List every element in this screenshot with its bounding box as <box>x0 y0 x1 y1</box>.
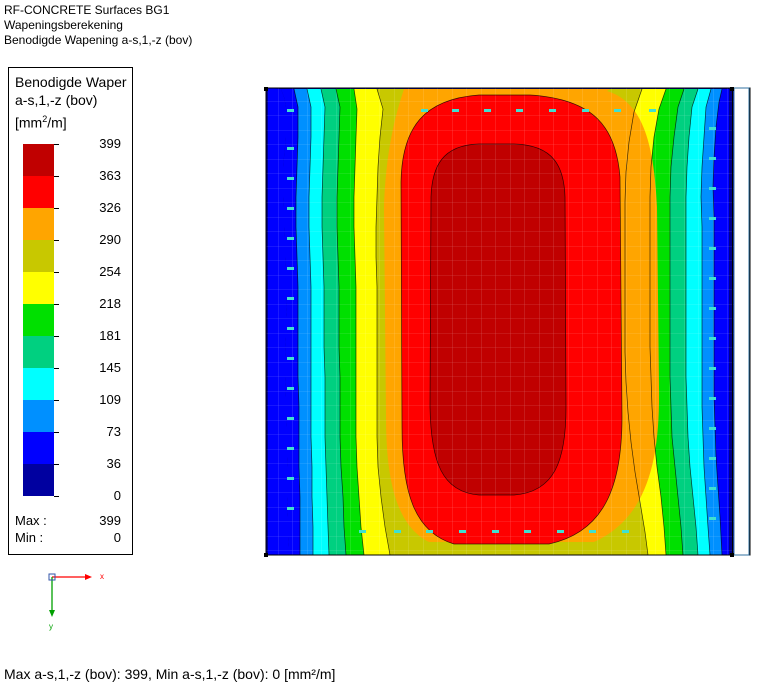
legend-tick <box>54 240 59 241</box>
legend-swatch <box>23 208 54 240</box>
legend-tick <box>54 432 59 433</box>
result-title-line: Benodigde Wapening a-s,1,-z (bov) <box>4 33 193 47</box>
legend-level-value: 181 <box>99 328 121 343</box>
subtitle-line: Wapeningsberekening <box>4 18 123 32</box>
x-axis-label: x <box>100 572 104 581</box>
axis-triad: x y <box>48 572 104 631</box>
y-axis-label: y <box>49 622 53 631</box>
legend-level-value: 36 <box>106 456 121 471</box>
legend-swatch <box>23 272 54 304</box>
legend-tick <box>54 464 59 465</box>
surface-boundary <box>265 87 751 556</box>
legend-tick <box>54 400 59 401</box>
legend-unit: [mm2/m] <box>15 114 67 131</box>
surface-contours <box>266 88 750 555</box>
legend-swatch <box>23 464 54 496</box>
color-legend-panel[interactable]: Benodigde Waper a-s,1,-z (bov) [mm2/m] 3… <box>8 67 133 555</box>
legend-tick <box>54 368 59 369</box>
legend-tick <box>54 496 59 497</box>
legend-title: Benodigde Waper <box>15 74 127 90</box>
legend-level-value: 399 <box>99 136 121 151</box>
support-markers <box>287 109 716 533</box>
status-summary: Max a-s,1,-z (bov): 399, Min a-s,1,-z (b… <box>4 666 336 682</box>
legend-max-label: Max : <box>15 513 47 528</box>
legend-swatch <box>23 432 54 464</box>
legend-level-value: 109 <box>99 392 121 407</box>
legend-swatch <box>23 144 54 176</box>
legend-level-value: 290 <box>99 232 121 247</box>
legend-swatch <box>23 400 54 432</box>
legend-level-value: 254 <box>99 264 121 279</box>
legend-tick <box>54 176 59 177</box>
legend-tick <box>54 304 59 305</box>
legend-min-label: Min : <box>15 530 44 545</box>
legend-swatch <box>23 304 54 336</box>
legend-quantity: a-s,1,-z (bov) <box>15 92 98 108</box>
legend-level-value: 145 <box>99 360 121 375</box>
legend-level-value: 0 <box>113 488 121 503</box>
edge-strip <box>733 87 750 556</box>
legend-tick <box>54 272 59 273</box>
legend-swatch <box>23 336 54 368</box>
legend-max-value: 399 <box>99 513 121 528</box>
legend-swatch <box>23 240 54 272</box>
legend-tick <box>54 336 59 337</box>
legend-level-value: 326 <box>99 200 121 215</box>
legend-level-value: 363 <box>99 168 121 183</box>
legend-tick <box>54 144 59 145</box>
contour-plot-area[interactable] <box>264 87 754 557</box>
legend-swatch <box>23 176 54 208</box>
legend-level-value: 73 <box>106 424 121 439</box>
window-title-line: RF-CONCRETE Surfaces BG1 <box>4 3 170 17</box>
legend-tick <box>54 208 59 209</box>
legend-min-value: 0 <box>113 530 121 545</box>
corner-nodes <box>264 87 734 557</box>
legend-level-value: 218 <box>99 296 121 311</box>
legend-swatch <box>23 368 54 400</box>
